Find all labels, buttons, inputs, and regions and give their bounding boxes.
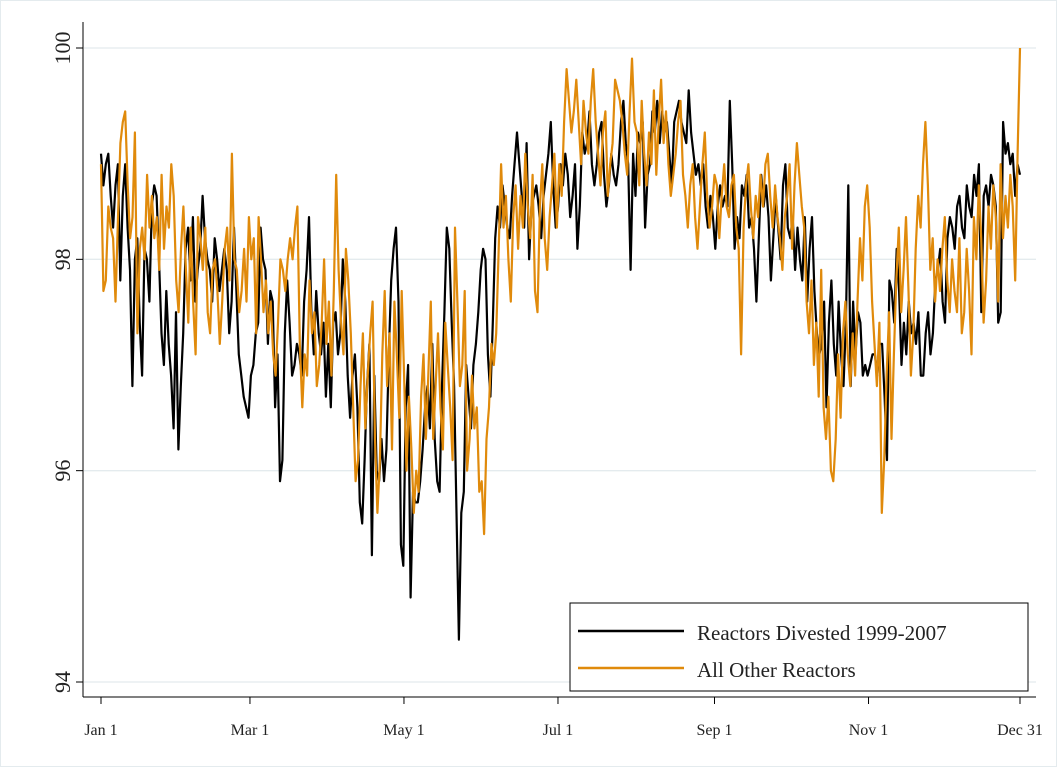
y-tick-label-100: 100	[50, 32, 75, 65]
legend-box	[569, 602, 1029, 692]
y-tick-label-94: 94	[50, 671, 75, 693]
x-tick-label-nov-1: Nov 1	[849, 722, 889, 739]
x-tick-label-dec-31: Dec 31	[997, 722, 1043, 739]
x-tick-label-jan-1: Jan 1	[84, 722, 117, 739]
x-tick-label-may-1: May 1	[383, 722, 424, 739]
legend-label-reactors-divested: Reactors Divested 1999-2007	[697, 621, 947, 645]
y-axis-ticks: 94 96 98 100	[50, 32, 83, 693]
x-tick-label-sep-1: Sep 1	[697, 722, 733, 739]
x-axis-ticks: Jan 1 Mar 1 May 1 Jul 1 Sep 1 Nov 1 Dec 31	[84, 697, 1043, 739]
legend: Reactors Divested 1999-2007 All Other Re…	[569, 602, 1029, 692]
x-tick-label-mar-1: Mar 1	[231, 722, 270, 739]
x-tick-label-jul-1: Jul 1	[543, 722, 574, 739]
y-tick-label-96: 96	[50, 460, 75, 482]
series-line-all-other-reactors	[99, 47, 1022, 536]
y-tick-label-98: 98	[50, 248, 75, 270]
series-layer	[99, 47, 1022, 641]
legend-label-all-other: All Other Reactors	[697, 658, 856, 682]
series-line-reactors-divested-1999-2007	[99, 89, 1022, 641]
